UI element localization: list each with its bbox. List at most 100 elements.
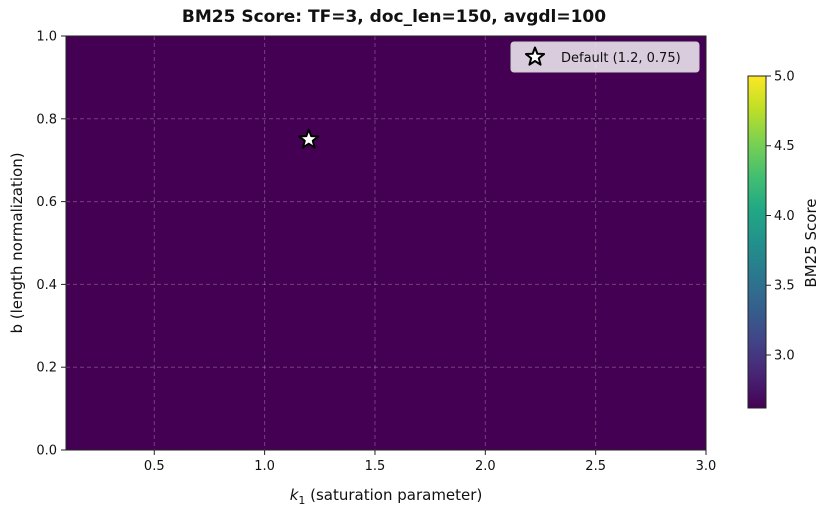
heatmap-cell — [204, 46, 216, 58]
heatmap-cell — [236, 253, 248, 265]
heatmap-cell — [503, 191, 515, 203]
heatmap-cell — [652, 284, 664, 296]
heatmap-cell — [556, 274, 568, 285]
heatmap-cell — [631, 294, 643, 306]
heatmap-cell — [311, 211, 323, 223]
heatmap-cell — [290, 274, 302, 285]
heatmap-cell — [514, 274, 526, 285]
heatmap-cell — [247, 263, 259, 275]
heatmap-cell — [642, 232, 654, 244]
colorbar-tick-label: 4.0 — [774, 209, 795, 224]
heatmap-cell — [652, 418, 664, 430]
heatmap-cell — [631, 139, 643, 151]
heatmap-cell — [343, 336, 355, 348]
heatmap-cell — [87, 222, 99, 234]
heatmap-cell — [204, 274, 216, 285]
heatmap-cell — [247, 325, 259, 337]
heatmap-cell — [386, 170, 398, 182]
default-star-marker — [298, 128, 320, 149]
heatmap-cell — [503, 263, 515, 275]
heatmap-cell — [215, 346, 227, 358]
heatmap-cell — [76, 305, 88, 317]
heatmap-cell — [642, 139, 654, 151]
heatmap-cell — [236, 398, 248, 410]
heatmap-cell — [450, 305, 462, 317]
heatmap-cell — [599, 367, 611, 379]
heatmap-cell — [482, 398, 494, 410]
heatmap-cell — [674, 180, 686, 192]
heatmap-cell — [354, 408, 366, 420]
heatmap-cell — [119, 180, 131, 192]
heatmap-cell — [482, 211, 494, 223]
heatmap-cell — [407, 232, 419, 244]
heatmap-cell — [140, 211, 152, 223]
heatmap-cell — [300, 180, 312, 192]
heatmap-cell — [66, 232, 78, 244]
colorbar-tick-label: 4.5 — [774, 139, 795, 154]
heatmap-cell — [204, 263, 216, 275]
heatmap-cell — [588, 315, 600, 327]
heatmap-cell — [642, 284, 654, 296]
heatmap-cell — [610, 180, 622, 192]
heatmap-cell — [226, 46, 238, 58]
heatmap-cell — [290, 180, 302, 192]
heatmap-cell — [428, 180, 440, 192]
heatmap-cell — [492, 149, 504, 161]
heatmap-cell — [66, 294, 78, 306]
heatmap-cell — [642, 36, 654, 47]
heatmap-cell — [247, 253, 259, 265]
heatmap-cell — [268, 418, 280, 430]
heatmap-cell — [439, 222, 451, 234]
heatmap-cell — [258, 367, 270, 379]
heatmap-cell — [375, 243, 387, 254]
heatmap-cell — [247, 377, 259, 389]
heatmap-cell — [642, 336, 654, 348]
heatmap-cell — [535, 108, 547, 120]
heatmap-cell — [151, 439, 163, 450]
heatmap-cell — [119, 346, 131, 358]
heatmap-cell — [439, 180, 451, 192]
heatmap-cell — [119, 139, 131, 151]
heatmap-cell — [119, 367, 131, 379]
heatmap-cell — [652, 160, 664, 172]
heatmap-cell — [503, 46, 515, 58]
heatmap-cell — [471, 439, 483, 450]
heatmap-cell — [332, 367, 344, 379]
heatmap-cell — [322, 201, 334, 213]
heatmap-cell — [588, 387, 600, 399]
heatmap-cell — [418, 36, 430, 47]
heatmap-cell — [674, 36, 686, 47]
heatmap-cell — [535, 294, 547, 306]
heatmap-cell — [66, 284, 78, 296]
heatmap-cell — [460, 232, 472, 244]
heatmap-cell — [162, 377, 174, 389]
heatmap-cell — [76, 98, 88, 110]
heatmap-cell — [98, 418, 110, 430]
heatmap-cell — [364, 222, 376, 234]
heatmap-cell — [610, 118, 622, 130]
heatmap-cell — [386, 253, 398, 265]
heatmap-cell — [332, 87, 344, 99]
heatmap-cell — [194, 263, 206, 275]
heatmap-cell — [450, 87, 462, 99]
heatmap-cell — [268, 377, 280, 389]
heatmap-cell — [279, 284, 291, 296]
heatmap-cell — [631, 211, 643, 223]
heatmap-cell — [482, 429, 494, 441]
colorbar-tick-label: 3.5 — [774, 279, 795, 294]
heatmap-cell — [695, 191, 706, 203]
heatmap-cell — [354, 180, 366, 192]
heatmap-cell — [386, 315, 398, 327]
heatmap-cell — [567, 294, 579, 306]
heatmap-cell — [140, 118, 152, 130]
heatmap-cell — [76, 170, 88, 182]
heatmap-cell — [343, 243, 355, 254]
heatmap-cell — [535, 211, 547, 223]
heatmap-cell — [610, 418, 622, 430]
heatmap-cell — [172, 67, 184, 78]
heatmap-cell — [108, 408, 120, 420]
heatmap-cell — [215, 160, 227, 172]
heatmap-cell — [695, 36, 706, 47]
heatmap-cell — [524, 263, 536, 275]
heatmap-cell — [375, 191, 387, 203]
